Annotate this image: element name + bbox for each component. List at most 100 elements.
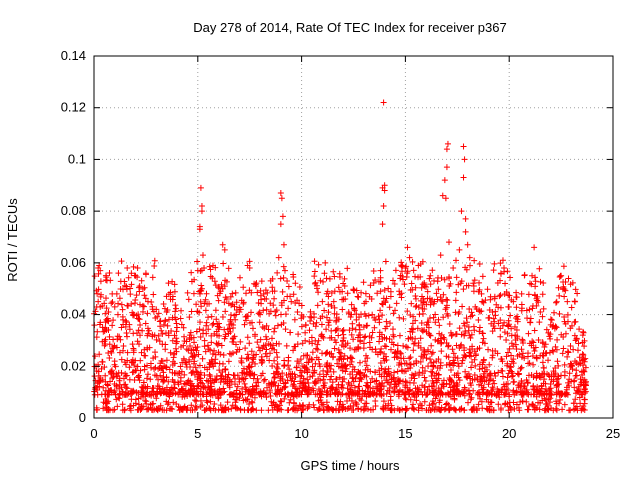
data-point (514, 333, 521, 340)
data-point (581, 343, 588, 350)
data-point (456, 246, 463, 253)
data-point (497, 317, 504, 324)
data-point (299, 340, 306, 347)
data-point (135, 395, 142, 402)
data-point (335, 316, 342, 323)
data-point (159, 330, 166, 337)
data-point (506, 399, 513, 406)
data-point (435, 385, 442, 392)
data-point (128, 396, 135, 403)
data-point (553, 298, 560, 305)
data-point (452, 354, 459, 361)
data-point (565, 379, 572, 386)
data-point (200, 384, 207, 391)
data-point (444, 140, 451, 147)
data-point (314, 346, 321, 353)
data-point (309, 373, 316, 380)
data-point (263, 306, 270, 313)
data-point (471, 327, 478, 334)
data-point (219, 241, 226, 248)
data-point (150, 385, 157, 392)
data-point (306, 386, 313, 393)
data-point (103, 305, 110, 312)
data-point (136, 301, 143, 308)
data-point (218, 281, 225, 288)
data-point (331, 273, 338, 280)
data-point (552, 323, 559, 330)
data-point (270, 370, 277, 377)
data-point (118, 301, 125, 308)
data-point (292, 374, 299, 381)
data-point (240, 300, 247, 307)
data-point (233, 299, 240, 306)
data-point (304, 376, 311, 383)
data-point (379, 312, 386, 319)
data-point (304, 352, 311, 359)
data-point (194, 382, 201, 389)
data-point (348, 382, 355, 389)
data-point (341, 352, 348, 359)
data-point (569, 279, 576, 286)
data-point (561, 361, 568, 368)
data-point (215, 394, 222, 401)
data-point (565, 275, 572, 282)
data-point (508, 352, 515, 359)
data-point (494, 350, 501, 357)
data-point (335, 381, 342, 388)
data-point (536, 373, 543, 380)
data-point (198, 202, 205, 209)
data-point (250, 375, 257, 382)
data-point (201, 407, 208, 414)
data-point (460, 286, 467, 293)
data-point (355, 343, 362, 350)
data-point (313, 319, 320, 326)
data-point (391, 280, 398, 287)
data-point (340, 296, 347, 303)
data-point (221, 326, 228, 333)
data-point (184, 404, 191, 411)
data-point (161, 377, 168, 384)
data-point (491, 318, 498, 325)
data-point (540, 352, 547, 359)
data-point (517, 399, 524, 406)
data-point (297, 403, 304, 410)
data-point (427, 272, 434, 279)
data-point (395, 391, 402, 398)
data-point (154, 313, 161, 320)
data-point (411, 375, 418, 382)
data-point (257, 336, 264, 343)
data-point (466, 387, 473, 394)
data-point (513, 346, 520, 353)
data-point (462, 228, 469, 235)
data-point (339, 306, 346, 313)
data-point (260, 391, 267, 398)
data-point (390, 341, 397, 348)
data-point (171, 351, 178, 358)
data-point (150, 400, 157, 407)
data-point (222, 277, 229, 284)
data-point (541, 388, 548, 395)
data-point (412, 284, 419, 291)
data-point (270, 342, 277, 349)
data-point (258, 278, 265, 285)
data-point (233, 306, 240, 313)
data-point (463, 282, 470, 289)
data-point (421, 305, 428, 312)
data-point (486, 361, 493, 368)
data-point (208, 332, 215, 339)
data-point (375, 278, 382, 285)
data-point (158, 365, 165, 372)
data-point (550, 368, 557, 375)
data-point (504, 322, 511, 329)
data-point (198, 303, 205, 310)
data-point (137, 367, 144, 374)
data-point (398, 262, 405, 269)
grid-layer (94, 56, 613, 418)
data-point (285, 354, 292, 361)
data-point (96, 351, 103, 358)
data-point (329, 406, 336, 413)
data-point (304, 405, 311, 412)
data-point (262, 287, 269, 294)
data-point (476, 279, 483, 286)
data-point (107, 378, 114, 385)
